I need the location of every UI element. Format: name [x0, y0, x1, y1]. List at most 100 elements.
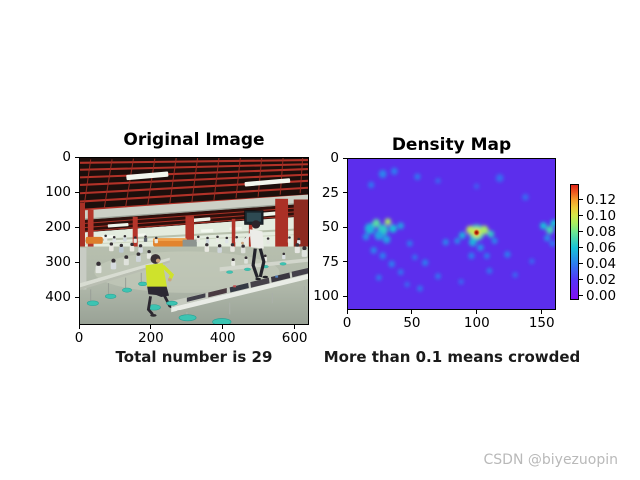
x-tick-mark: [294, 325, 296, 329]
density-blob: [390, 167, 398, 175]
density-blob: [384, 218, 392, 226]
density-blob: [529, 258, 535, 264]
density-blob: [397, 222, 404, 230]
y-tick-label: 50: [321, 219, 339, 236]
teal-stools-front: [166, 300, 232, 324]
colorbar-tick-label: 0.06: [586, 239, 617, 256]
colorbar-tick-mark: [579, 263, 583, 265]
y-tick-mark: [343, 261, 347, 263]
density-blob: [389, 224, 397, 233]
density-blob: [388, 260, 395, 268]
density-blob: [459, 231, 466, 239]
y-tick-mark: [343, 226, 347, 228]
yellow-shirt-person: [145, 254, 181, 317]
density-blob: [378, 169, 387, 179]
density-blob: [422, 259, 429, 266]
density-blob: [372, 219, 381, 228]
density-blob: [504, 251, 511, 258]
density-blob: [544, 234, 551, 242]
ceiling-lights: [126, 171, 291, 187]
colorbar-tick-label: 0.00: [586, 287, 617, 304]
x-tick-mark: [222, 325, 224, 329]
y-tick-label: 75: [321, 253, 339, 270]
colorbar-tick-mark: [579, 295, 583, 297]
right-plot-xlabel: More than 0.1 means crowded: [323, 348, 581, 366]
left-plot-title: Original Image: [123, 130, 265, 150]
density-blob: [480, 225, 489, 235]
colorbar-tick-label: 0.10: [586, 207, 617, 224]
colorbar-tick-mark: [579, 231, 583, 233]
density-map-canvas: [348, 159, 555, 309]
y-tick-label: 100: [313, 288, 339, 305]
left-plot-xlabel: Total number is 29: [115, 348, 273, 366]
density-blob: [376, 274, 382, 281]
y-tick-label: 0: [330, 150, 339, 166]
y-tick-mark: [75, 226, 79, 228]
concrete-beam: [80, 194, 308, 221]
density-blob: [362, 233, 370, 241]
colorbar-tick-label: 0.08: [586, 223, 617, 240]
y-tick-mark: [75, 156, 79, 158]
x-tick-label: 400: [209, 330, 236, 346]
density-blob: [522, 193, 529, 201]
x-tick-mark: [541, 310, 543, 314]
density-blob: [454, 237, 461, 244]
density-peak: [474, 230, 479, 236]
print-table: [166, 267, 308, 324]
density-blob: [379, 252, 386, 260]
density-blob: [495, 174, 504, 183]
y-tick-mark: [75, 261, 79, 263]
density-blob: [491, 237, 498, 244]
watermark: CSDN @biyezuopin: [483, 452, 618, 468]
density-blob: [368, 181, 375, 189]
y-tick-mark: [75, 191, 79, 193]
orange-counters: [85, 236, 197, 252]
density-blob: [417, 285, 423, 292]
colorbar-tick-mark: [579, 279, 583, 281]
y-tick-label: 25: [321, 184, 339, 201]
density-blob: [477, 244, 484, 252]
density-blob: [364, 223, 375, 234]
density-blob: [540, 222, 547, 230]
density-blob: [370, 246, 377, 254]
density-blob: [414, 173, 421, 180]
density-blob: [549, 240, 555, 247]
density-hotspots: [362, 167, 555, 292]
x-tick-label: 200: [137, 330, 164, 346]
colorbar-tick-mark: [579, 199, 583, 201]
right-plot-title: Density Map: [391, 135, 512, 155]
density-blob: [468, 238, 477, 247]
density-blob: [458, 279, 464, 285]
density-blob: [468, 252, 475, 260]
density-blob: [512, 272, 518, 278]
density-blob: [374, 230, 384, 241]
x-tick-mark: [346, 310, 348, 314]
colorbar-tick-label: 0.04: [586, 255, 617, 272]
density-blob: [397, 269, 404, 276]
x-tick-mark: [411, 310, 413, 314]
density-blob: [486, 267, 493, 274]
y-tick-label: 200: [45, 219, 71, 235]
y-tick-label: 400: [45, 289, 71, 305]
density-blob: [546, 225, 554, 234]
density-blob: [442, 238, 449, 246]
x-tick-label: 0: [74, 330, 84, 346]
y-tick-label: 100: [45, 184, 71, 200]
density-blob: [435, 273, 441, 280]
y-tick-mark: [75, 296, 79, 298]
density-blob: [404, 281, 410, 288]
density-blob: [435, 178, 441, 184]
colorbar-tick-mark: [579, 215, 583, 217]
density-blob: [487, 230, 495, 238]
density-peak-dot: [475, 231, 478, 234]
x-tick-mark: [78, 325, 80, 329]
density-blob: [406, 240, 413, 247]
colorbar-tick-label: 0.12: [586, 191, 617, 208]
x-tick-label: 0: [342, 315, 352, 331]
x-tick-mark: [476, 310, 478, 314]
x-tick-label: 100: [463, 315, 490, 331]
y-tick-mark: [343, 192, 347, 194]
y-tick-mark: [343, 157, 347, 159]
x-tick-mark: [150, 325, 152, 329]
